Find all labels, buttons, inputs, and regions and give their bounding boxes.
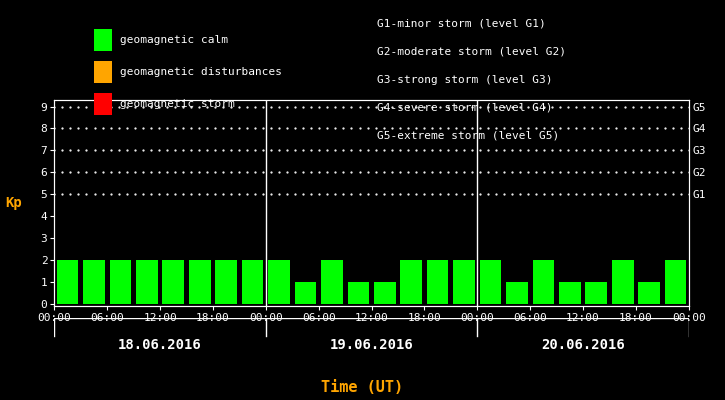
Bar bbox=[136, 260, 158, 304]
Bar bbox=[506, 282, 528, 304]
Bar bbox=[612, 260, 634, 304]
Text: geomagnetic calm: geomagnetic calm bbox=[120, 35, 228, 45]
Bar bbox=[189, 260, 210, 304]
Text: Kp: Kp bbox=[5, 196, 22, 210]
Bar bbox=[453, 260, 475, 304]
Bar bbox=[294, 282, 316, 304]
Text: G3-strong storm (level G3): G3-strong storm (level G3) bbox=[377, 75, 552, 85]
Text: G4-severe storm (level G4): G4-severe storm (level G4) bbox=[377, 103, 552, 113]
Bar bbox=[162, 260, 184, 304]
Bar bbox=[83, 260, 105, 304]
Text: G5-extreme storm (level G5): G5-extreme storm (level G5) bbox=[377, 131, 559, 141]
Text: G1-minor storm (level G1): G1-minor storm (level G1) bbox=[377, 19, 546, 29]
Text: G2-moderate storm (level G2): G2-moderate storm (level G2) bbox=[377, 47, 566, 57]
Text: 18.06.2016: 18.06.2016 bbox=[118, 338, 202, 352]
Bar bbox=[215, 260, 237, 304]
Bar bbox=[665, 260, 687, 304]
Bar bbox=[638, 282, 660, 304]
Bar bbox=[585, 282, 607, 304]
Bar bbox=[400, 260, 422, 304]
Bar bbox=[427, 260, 449, 304]
Bar bbox=[374, 282, 396, 304]
Bar bbox=[321, 260, 343, 304]
Text: 20.06.2016: 20.06.2016 bbox=[541, 338, 625, 352]
Text: 19.06.2016: 19.06.2016 bbox=[330, 338, 413, 352]
Bar bbox=[57, 260, 78, 304]
Bar bbox=[533, 260, 554, 304]
Text: Time (UT): Time (UT) bbox=[321, 380, 404, 396]
Bar bbox=[559, 282, 581, 304]
Text: geomagnetic disturbances: geomagnetic disturbances bbox=[120, 67, 281, 77]
Bar bbox=[109, 260, 131, 304]
Bar bbox=[241, 260, 263, 304]
Text: geomagnetic storm: geomagnetic storm bbox=[120, 99, 234, 109]
Bar bbox=[480, 260, 502, 304]
Bar bbox=[347, 282, 369, 304]
Bar bbox=[268, 260, 290, 304]
